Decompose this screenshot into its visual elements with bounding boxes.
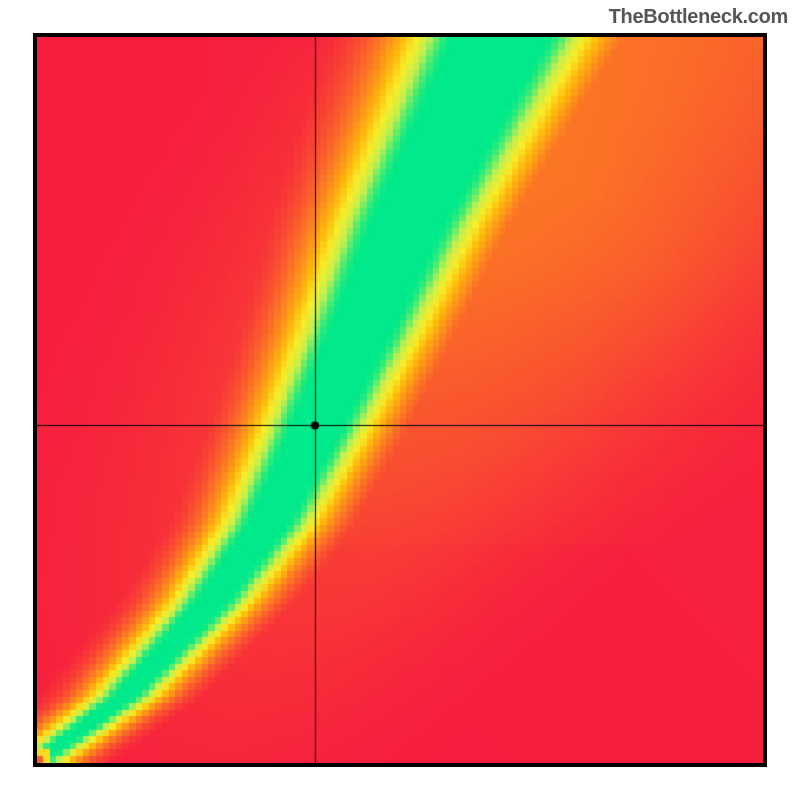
container: TheBottleneck.com <box>0 0 800 800</box>
heatmap-plot <box>33 33 767 767</box>
watermark-text: TheBottleneck.com <box>609 6 788 29</box>
heatmap-canvas <box>37 37 763 763</box>
